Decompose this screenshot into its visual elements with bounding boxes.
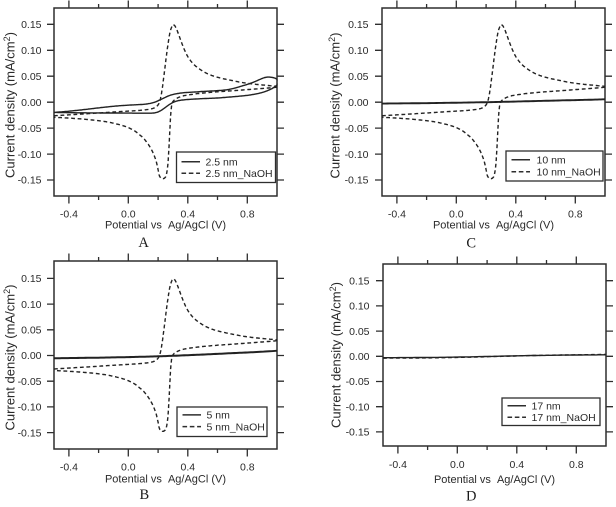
svg-text:2.5 nm_NaOH: 2.5 nm_NaOH [206,168,273,180]
svg-text:0.8: 0.8 [568,209,583,221]
svg-text:0.8: 0.8 [569,459,584,471]
svg-text:-0.05: -0.05 [346,376,370,388]
svg-text:0.00: 0.00 [21,350,42,362]
svg-text:A: A [138,235,149,251]
svg-text:Current density (mA/cm2): Current density (mA/cm2) [2,285,18,431]
svg-text:0.00: 0.00 [21,97,42,109]
svg-text:0.4: 0.4 [508,209,523,221]
svg-text:0.15: 0.15 [349,275,370,287]
svg-text:5 nm_NaOH: 5 nm_NaOH [207,421,265,433]
svg-text:2.5 nm: 2.5 nm [206,157,238,169]
svg-text:-0.10: -0.10 [18,149,42,161]
svg-text:10 nm_NaOH: 10 nm_NaOH [537,166,601,178]
svg-text:-0.4: -0.4 [388,209,406,221]
svg-text:-0.10: -0.10 [18,402,42,414]
svg-text:0.10: 0.10 [21,299,42,311]
svg-text:0.4: 0.4 [509,459,524,471]
svg-text:0.0: 0.0 [121,462,136,474]
svg-text:5 nm: 5 nm [207,410,231,422]
svg-text:Potential vs Ag/AgCl (V): Potential vs Ag/AgCl (V) [434,474,555,486]
svg-text:-0.10: -0.10 [345,149,369,161]
svg-text:-0.15: -0.15 [18,175,42,187]
svg-text:Potential vs Ag/AgCl (V): Potential vs Ag/AgCl (V) [105,220,226,232]
svg-text:-0.05: -0.05 [345,123,369,135]
svg-text:0.00: 0.00 [349,351,370,363]
svg-text:-0.15: -0.15 [346,427,370,439]
svg-text:0.8: 0.8 [240,462,255,474]
svg-text:17 nm_NaOH: 17 nm_NaOH [532,412,596,424]
svg-text:Potential vs Ag/AgCl (V): Potential vs Ag/AgCl (V) [105,474,226,486]
svg-text:0.00: 0.00 [348,97,369,109]
svg-text:0.15: 0.15 [21,273,42,285]
svg-text:0.4: 0.4 [180,462,195,474]
svg-text:-0.4: -0.4 [389,459,407,471]
svg-text:0.0: 0.0 [449,209,464,221]
svg-text:-0.05: -0.05 [18,376,42,388]
svg-text:0.05: 0.05 [348,71,369,83]
svg-text:Current density (mA/cm2): Current density (mA/cm2) [327,33,343,179]
svg-text:Potential vs Ag/AgCl (V): Potential vs Ag/AgCl (V) [433,220,554,232]
svg-text:10 nm: 10 nm [537,155,566,167]
svg-text:-0.4: -0.4 [60,209,78,221]
svg-text:0.8: 0.8 [240,209,255,221]
svg-text:Current density (mA/cm2): Current density (mA/cm2) [2,32,18,178]
svg-text:0.05: 0.05 [21,325,42,337]
svg-text:0.15: 0.15 [348,19,369,31]
svg-text:-0.15: -0.15 [18,427,42,439]
svg-text:D: D [466,488,476,502]
svg-text:17 nm: 17 nm [532,401,561,413]
svg-text:0.05: 0.05 [349,326,370,338]
svg-text:0.15: 0.15 [21,19,42,31]
svg-text:-0.05: -0.05 [18,123,42,135]
svg-text:0.10: 0.10 [21,45,42,57]
svg-text:-0.4: -0.4 [60,462,78,474]
svg-text:-0.10: -0.10 [346,401,370,413]
svg-text:0.05: 0.05 [21,71,42,83]
svg-text:B: B [139,487,149,502]
svg-text:C: C [466,236,476,252]
svg-text:0.4: 0.4 [180,209,195,221]
svg-text:0.0: 0.0 [450,459,465,471]
svg-text:Current density (mA/cm2): Current density (mA/cm2) [328,282,344,428]
svg-text:0.0: 0.0 [121,209,136,221]
svg-text:0.10: 0.10 [349,301,370,313]
svg-text:-0.15: -0.15 [345,175,369,187]
svg-text:0.10: 0.10 [348,45,369,57]
